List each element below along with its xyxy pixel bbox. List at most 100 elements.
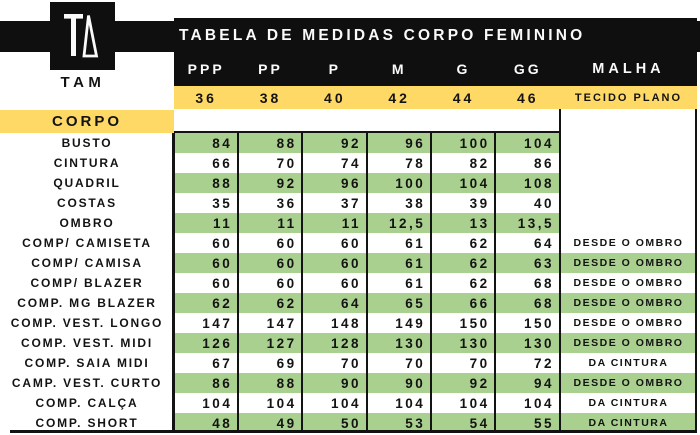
size-cell: 61 bbox=[405, 255, 426, 271]
size-number: 46 bbox=[517, 89, 539, 106]
malha-cell: DESDE O OMBRO bbox=[573, 277, 684, 289]
size-cell: 92 bbox=[469, 375, 490, 391]
size-cell: 100 bbox=[459, 135, 490, 151]
measurement-label: CAMP. VEST. CURTO bbox=[11, 376, 163, 390]
size-cell: 66 bbox=[469, 295, 490, 311]
size-cell: 60 bbox=[276, 255, 297, 271]
size-cell: 128 bbox=[330, 335, 361, 351]
size-cell: 130 bbox=[395, 335, 426, 351]
size-cell: 104 bbox=[523, 395, 554, 411]
size-cell: 88 bbox=[276, 135, 297, 151]
measurement-label: COSTAS bbox=[57, 196, 117, 210]
size-cell: 53 bbox=[405, 415, 426, 431]
malha-cell bbox=[560, 173, 697, 193]
size-cell: 104 bbox=[459, 175, 490, 191]
table-row: COMP. SAIA MIDI 67 69 70 70 70 72 DA CINTURA bbox=[0, 353, 700, 373]
size-cell: 147 bbox=[202, 315, 233, 331]
size-cell: 127 bbox=[266, 335, 297, 351]
malha-cell: DA CINTURA bbox=[560, 413, 697, 433]
size-cell: 126 bbox=[202, 335, 233, 351]
table-row: CINTURA 66 70 74 78 82 86 bbox=[0, 153, 700, 173]
malha-cell: DESDE O OMBRO bbox=[560, 253, 697, 273]
size-cell: 38 bbox=[405, 195, 426, 211]
size-cell: 100 bbox=[395, 175, 426, 191]
size-cell: 104 bbox=[459, 395, 490, 411]
malha-cell bbox=[560, 193, 697, 213]
measurement-label: COMP. CALÇA bbox=[35, 396, 139, 410]
measurements-grid: BUSTO 84 88 92 96 100 104 CINTURA 66 70 74 78 82 8… bbox=[0, 133, 700, 433]
malha-cell: DESDE O OMBRO bbox=[560, 293, 697, 313]
size-cell: 90 bbox=[340, 375, 361, 391]
table-row: OMBRO 11 11 11 12,5 13 13,5 bbox=[0, 213, 700, 233]
size-cell: 60 bbox=[212, 255, 233, 271]
size-cell: 92 bbox=[276, 175, 297, 191]
divider-col-4 bbox=[430, 133, 432, 433]
measurement-label: COMP. SHORT bbox=[35, 416, 139, 430]
size-cell: 68 bbox=[533, 275, 554, 291]
size-cell: 61 bbox=[405, 235, 426, 251]
size-number: 38 bbox=[259, 89, 282, 106]
size-cell: 149 bbox=[395, 315, 426, 331]
measurement-label: COMP/ CAMISA bbox=[31, 256, 143, 270]
size-column-header: PP bbox=[258, 61, 283, 77]
size-cell: 104 bbox=[202, 395, 233, 411]
size-cell: 11 bbox=[213, 215, 233, 231]
table-row: COMP/ BLAZER 60 60 60 61 62 68 DESDE O OMBRO bbox=[0, 273, 700, 293]
size-cell: 70 bbox=[469, 355, 490, 371]
size-cell: 54 bbox=[469, 415, 490, 431]
size-cell: 60 bbox=[212, 235, 233, 251]
size-cell: 104 bbox=[395, 395, 426, 411]
malha-cell bbox=[560, 153, 697, 173]
malha-cell: DESDE O OMBRO bbox=[560, 333, 697, 353]
size-cell: 60 bbox=[340, 235, 361, 251]
size-cell: 40 bbox=[533, 195, 554, 211]
size-column-header: P bbox=[328, 61, 341, 77]
header-block bbox=[174, 18, 697, 86]
size-cell: 62 bbox=[469, 255, 490, 271]
malha-cell bbox=[560, 133, 697, 153]
size-cell: 49 bbox=[276, 415, 297, 431]
size-cell: 70 bbox=[405, 355, 426, 371]
size-column-header: G bbox=[456, 61, 471, 77]
size-values: 147 147 148 149 150 150 bbox=[174, 313, 560, 333]
size-cell: 62 bbox=[212, 295, 233, 311]
size-cell: 82 bbox=[469, 155, 490, 171]
measurement-label: QUADRIL bbox=[53, 176, 121, 190]
table-row: COMP. VEST. MIDI 126 127 128 130 130 130 DESD… bbox=[0, 333, 700, 353]
size-cell: 67 bbox=[212, 355, 233, 371]
table-row: COSTAS 35 36 37 38 39 40 bbox=[0, 193, 700, 213]
table-row: CAMP. VEST. CURTO 86 88 90 90 92 94 DESDE O O… bbox=[0, 373, 700, 393]
size-cell: 62 bbox=[276, 295, 297, 311]
table-row: COMP. VEST. LONGO 147 147 148 149 150 150 DES… bbox=[0, 313, 700, 333]
brand-name: TAM bbox=[60, 74, 106, 91]
size-cell: 55 bbox=[533, 415, 554, 431]
size-cell: 62 bbox=[469, 275, 490, 291]
size-cell: 64 bbox=[340, 295, 361, 311]
size-cell: 72 bbox=[533, 355, 554, 371]
size-cell: 130 bbox=[523, 335, 554, 351]
malha-cell: DESDE O OMBRO bbox=[573, 317, 684, 329]
malha-cell: DA CINTURA bbox=[588, 357, 669, 369]
measurement-label: COMP. SAIA MIDI bbox=[24, 356, 150, 370]
size-cell: 147 bbox=[266, 315, 297, 331]
table-row: COMP. MG BLAZER 62 62 64 65 66 68 DESDE O OMB… bbox=[0, 293, 700, 313]
size-cell: 36 bbox=[276, 195, 297, 211]
brand-logo bbox=[50, 2, 115, 70]
measurement-label: COMP. MG BLAZER bbox=[17, 296, 157, 310]
size-cell: 130 bbox=[459, 335, 490, 351]
size-cell: 68 bbox=[533, 295, 554, 311]
malha-column-header: MALHA bbox=[592, 61, 665, 77]
size-cell: 37 bbox=[340, 195, 361, 211]
size-cell: 60 bbox=[340, 275, 361, 291]
size-cell: 104 bbox=[266, 395, 297, 411]
ta-monogram-icon bbox=[63, 14, 98, 58]
size-number: 36 bbox=[195, 89, 217, 106]
table-row: COMP/ CAMISA 60 60 60 61 62 63 DESDE O OMBRO bbox=[0, 253, 700, 273]
table-row: COMP. CALÇA 104 104 104 104 104 104 DA CINTUR… bbox=[0, 393, 700, 413]
table-bottom-border bbox=[10, 430, 697, 433]
size-cell: 11 bbox=[341, 215, 361, 231]
size-cell: 69 bbox=[276, 355, 297, 371]
divider-malha-col bbox=[559, 109, 561, 433]
size-column-header: PPP bbox=[187, 61, 225, 77]
